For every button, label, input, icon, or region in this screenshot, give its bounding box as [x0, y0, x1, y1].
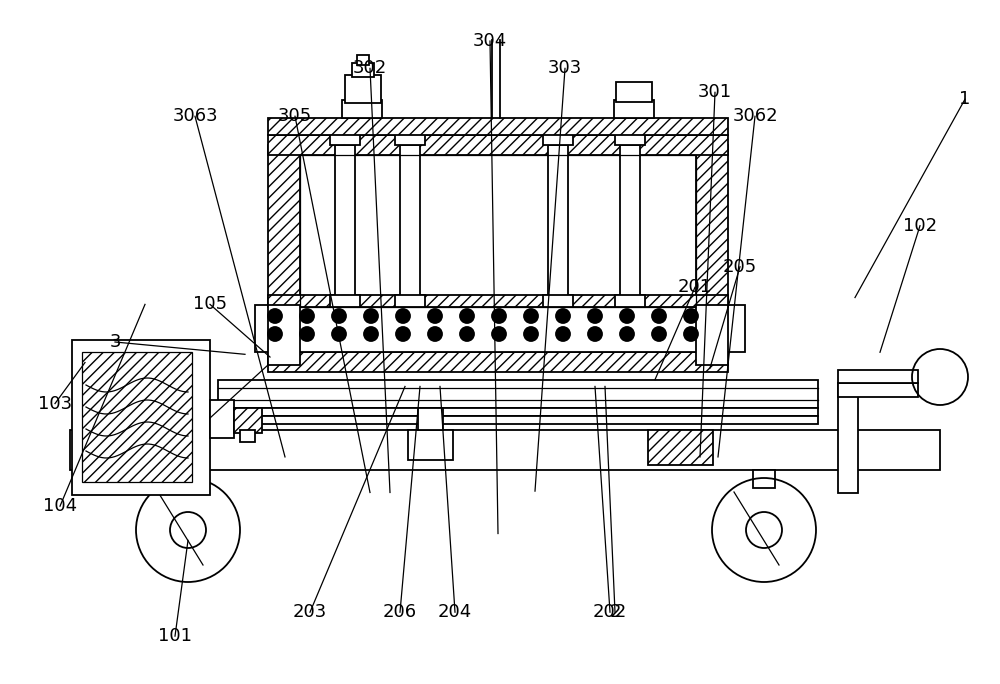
Circle shape — [524, 327, 538, 341]
Bar — [838, 383, 858, 493]
Circle shape — [364, 327, 378, 341]
Bar — [268, 352, 728, 372]
Circle shape — [620, 327, 634, 341]
Bar — [838, 370, 918, 383]
Bar — [268, 145, 300, 305]
Bar — [543, 133, 573, 145]
Text: 101: 101 — [158, 627, 192, 645]
Bar — [70, 430, 940, 470]
Text: 305: 305 — [278, 107, 312, 125]
Text: 303: 303 — [548, 60, 582, 77]
Text: 203: 203 — [293, 603, 327, 621]
Bar — [218, 380, 818, 408]
Circle shape — [652, 309, 666, 323]
Bar — [614, 100, 654, 118]
Circle shape — [460, 327, 474, 341]
Bar — [696, 145, 728, 305]
Circle shape — [492, 309, 506, 323]
Bar — [255, 305, 745, 352]
Bar — [210, 400, 234, 438]
Text: 201: 201 — [678, 278, 712, 296]
Text: 202: 202 — [593, 603, 627, 621]
Text: 3062: 3062 — [732, 107, 778, 125]
Bar — [418, 408, 443, 430]
Bar — [543, 295, 573, 307]
Bar — [616, 82, 652, 102]
Circle shape — [300, 327, 314, 341]
Text: 3: 3 — [109, 333, 121, 351]
Circle shape — [524, 309, 538, 323]
Bar — [838, 383, 918, 397]
Circle shape — [300, 309, 314, 323]
Text: 102: 102 — [903, 217, 937, 235]
Text: 204: 204 — [438, 603, 472, 621]
Bar — [345, 75, 381, 103]
Circle shape — [460, 309, 474, 323]
Bar — [395, 133, 425, 145]
Bar — [395, 295, 425, 307]
Text: 2: 2 — [609, 603, 621, 621]
Bar — [357, 55, 369, 65]
Circle shape — [396, 327, 410, 341]
Circle shape — [684, 309, 698, 323]
Bar — [72, 340, 210, 495]
Circle shape — [684, 327, 698, 341]
Bar — [218, 408, 818, 416]
Circle shape — [428, 327, 442, 341]
Bar — [240, 430, 255, 442]
Bar — [408, 430, 453, 460]
Text: 3063: 3063 — [172, 107, 218, 125]
Bar — [615, 133, 645, 145]
Circle shape — [492, 327, 506, 341]
Circle shape — [428, 309, 442, 323]
Circle shape — [268, 309, 282, 323]
Circle shape — [332, 309, 346, 323]
Bar — [330, 133, 360, 145]
Circle shape — [556, 327, 570, 341]
Text: 103: 103 — [38, 395, 72, 412]
Text: 1: 1 — [959, 90, 971, 108]
Bar — [268, 305, 300, 365]
Text: 304: 304 — [473, 32, 507, 50]
Circle shape — [332, 327, 346, 341]
Circle shape — [620, 309, 634, 323]
Bar — [177, 470, 199, 488]
Bar — [268, 135, 728, 155]
Bar — [268, 295, 728, 307]
Text: 302: 302 — [353, 60, 387, 77]
Bar — [753, 470, 775, 488]
Circle shape — [588, 327, 602, 341]
Circle shape — [396, 309, 410, 323]
Bar — [400, 145, 420, 305]
Bar — [342, 100, 382, 118]
Text: 104: 104 — [43, 497, 77, 515]
Circle shape — [364, 309, 378, 323]
Text: 301: 301 — [698, 83, 732, 101]
Circle shape — [652, 327, 666, 341]
Bar — [620, 145, 640, 305]
Bar — [335, 145, 355, 305]
Text: 206: 206 — [383, 603, 417, 621]
Text: 205: 205 — [723, 258, 757, 276]
Circle shape — [268, 327, 282, 341]
Bar — [548, 145, 568, 305]
Bar — [615, 295, 645, 307]
Bar — [352, 63, 374, 77]
Text: 105: 105 — [193, 295, 227, 313]
Bar — [648, 430, 713, 465]
Circle shape — [588, 309, 602, 323]
Circle shape — [556, 309, 570, 323]
Bar — [218, 416, 818, 424]
Bar — [330, 295, 360, 307]
Bar — [696, 305, 728, 365]
Bar — [82, 352, 192, 482]
Bar — [300, 155, 696, 307]
Bar — [234, 408, 262, 433]
Bar — [268, 118, 728, 135]
